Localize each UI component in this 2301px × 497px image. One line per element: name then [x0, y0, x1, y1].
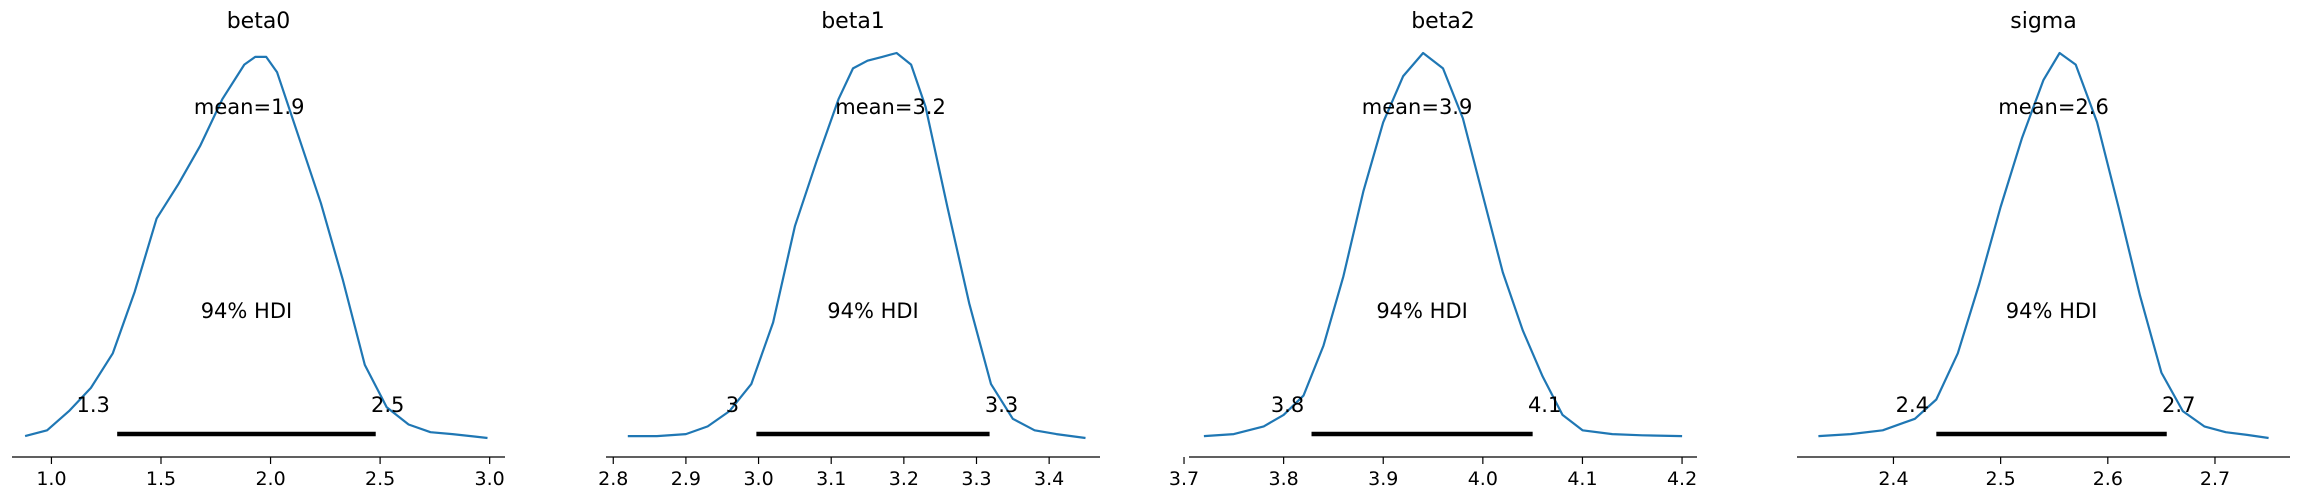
- hdi-lower-label: 3: [726, 393, 739, 417]
- panel-title: beta0: [227, 9, 291, 34]
- x-tick-label: 1.0: [36, 468, 66, 490]
- hdi-upper-label: 2.5: [371, 393, 404, 417]
- hdi-lower-label: 2.4: [1896, 393, 1929, 417]
- panel-beta2: beta2 mean=3.9 94% HDI 3.8 4.1 3.7 3.8 3.9 4.0 4.…: [1169, 9, 1697, 490]
- hdi-label: 94% HDI: [201, 299, 293, 323]
- panel-beta1: beta1 mean=3.2 94% HDI 3 3.3 2.8 2.9 3.0 3.1 3.2 3…: [598, 9, 1100, 490]
- panel-beta0: beta0 mean=1.9 94% HDI 1.3 2.5 1.0 1.5 2.0 2.5 3.…: [12, 9, 505, 490]
- density-curve: [627, 51, 1086, 440]
- x-tick-label: 3.3: [961, 468, 991, 490]
- x-tick-label: 2.5: [365, 468, 395, 490]
- x-tick-label: 4.0: [1468, 468, 1498, 490]
- x-tick-label: 2.5: [1986, 468, 2016, 490]
- hdi-label: 94% HDI: [827, 299, 919, 323]
- panel-title: sigma: [2010, 9, 2076, 34]
- hdi-lower-label: 1.3: [76, 393, 109, 417]
- x-tick-label: 3.0: [475, 468, 505, 490]
- density-curve: [1203, 51, 1683, 438]
- mean-label: mean=3.2: [835, 95, 946, 119]
- x-tick-label: 4.2: [1667, 468, 1697, 490]
- x-tick-label: 3.0: [743, 468, 773, 490]
- hdi-label: 94% HDI: [1376, 299, 1468, 323]
- hdi-upper-label: 2.7: [2162, 393, 2195, 417]
- density-curve: [1818, 51, 2269, 440]
- x-tick-label: 3.8: [1269, 468, 1299, 490]
- panel-title: beta1: [821, 9, 885, 34]
- panel-title: beta2: [1411, 9, 1475, 34]
- x-tick-label: 2.4: [1878, 468, 1908, 490]
- panel-sigma: sigma mean=2.6 94% HDI 2.4 2.7 2.4 2.5 2.6 2.7: [1797, 9, 2290, 490]
- mean-label: mean=3.9: [1362, 95, 1473, 119]
- hdi-upper-label: 3.3: [985, 393, 1018, 417]
- x-tick-label: 1.5: [146, 468, 176, 490]
- x-tick-label: 2.9: [671, 468, 701, 490]
- x-tick-label: 3.1: [816, 468, 846, 490]
- x-tick-label: 4.1: [1567, 468, 1597, 490]
- hdi-upper-label: 4.1: [1528, 393, 1561, 417]
- x-tick-label: 2.7: [2200, 468, 2230, 490]
- x-tick-label: 3.2: [889, 468, 919, 490]
- density-curve: [24, 55, 488, 440]
- hdi-lower-label: 3.8: [1271, 393, 1304, 417]
- x-tick-label: 2.8: [598, 468, 628, 490]
- hdi-label: 94% HDI: [2006, 299, 2098, 323]
- x-tick-label: 3.7: [1169, 468, 1199, 490]
- mean-label: mean=2.6: [1998, 95, 2109, 119]
- mean-label: mean=1.9: [194, 95, 305, 119]
- x-tick-label: 3.9: [1368, 468, 1398, 490]
- x-tick-label: 3.4: [1034, 468, 1064, 490]
- x-tick-label: 2.6: [2093, 468, 2123, 490]
- x-tick-label: 2.0: [255, 468, 285, 490]
